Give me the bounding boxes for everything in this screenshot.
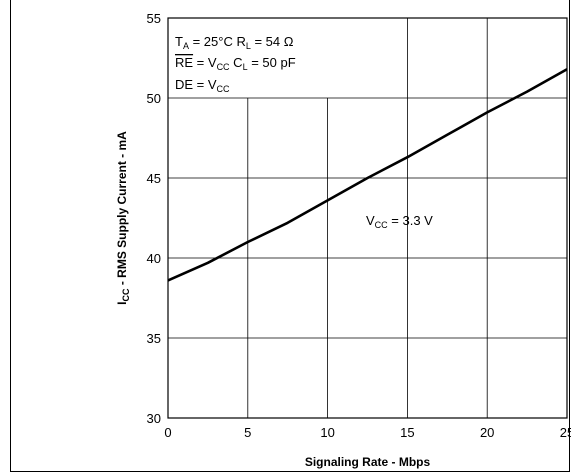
annotations: TA = 25°C RL = 54 ΩRE = VCC CL = 50 pFDE…: [175, 34, 433, 230]
series-label-subscript: CC: [375, 220, 388, 230]
condition-line-2-part: = V: [193, 55, 217, 70]
y-tick-label: 40: [147, 251, 161, 266]
x-tick-label: 15: [400, 425, 414, 440]
x-tick-label: 0: [164, 425, 171, 440]
series-label: VCC = 3.3 V: [366, 213, 433, 230]
y-tick-label: 35: [147, 331, 161, 346]
condition-line-3-part: DE = V: [175, 77, 217, 92]
condition-line-2: RE = VCC CL = 50 pF: [175, 55, 296, 72]
x-tick-label: 20: [480, 425, 494, 440]
condition-line-3-subscript: CC: [217, 84, 230, 94]
tick-labels: 0 5 10 15 20 25 30 35 40 45 50 55: [147, 11, 571, 440]
x-tick-label: 5: [244, 425, 251, 440]
y-tick-label: 30: [147, 411, 161, 426]
condition-line-2-subscript: L: [243, 62, 248, 72]
series-layer: [167, 68, 568, 282]
plot-border: [167, 17, 568, 419]
y-axis-label-sub: CC: [121, 288, 131, 301]
condition-line-1: TA = 25°C RL = 54 Ω: [175, 34, 294, 51]
grid: [168, 18, 567, 418]
y-axis-label-rest: - RMS Supply Current - mA: [115, 131, 129, 289]
y-axis-label: ICC - RMS Supply Current - mA: [115, 131, 131, 305]
series-label-part: V: [366, 213, 375, 228]
x-axis-label: Signaling Rate - Mbps: [305, 455, 431, 469]
condition-line-3: DE = VCC: [175, 77, 230, 94]
x-tick-label: 25: [560, 425, 571, 440]
series-line: [167, 68, 568, 282]
y-axis-label-main: I: [115, 302, 129, 305]
x-tick-label: 10: [320, 425, 334, 440]
condition-line-1-subscript: L: [246, 41, 251, 51]
y-tick-label: 50: [147, 91, 161, 106]
condition-line-2-part: C: [230, 55, 243, 70]
condition-line-2-subscript: CC: [217, 62, 230, 72]
y-tick-label: 45: [147, 171, 161, 186]
condition-line-1-part: T: [175, 34, 183, 49]
series-label-part: = 3.3 V: [388, 213, 433, 228]
condition-line-2-part: RE: [175, 55, 193, 70]
y-tick-label: 55: [147, 11, 161, 26]
condition-line-1-subscript: A: [183, 41, 189, 51]
condition-line-2-part: = 50 pF: [248, 55, 296, 70]
chart-frame: [10, 0, 570, 472]
condition-line-1-part: = 25°C R: [189, 34, 246, 49]
condition-line-1-part: = 54 Ω: [251, 34, 294, 49]
